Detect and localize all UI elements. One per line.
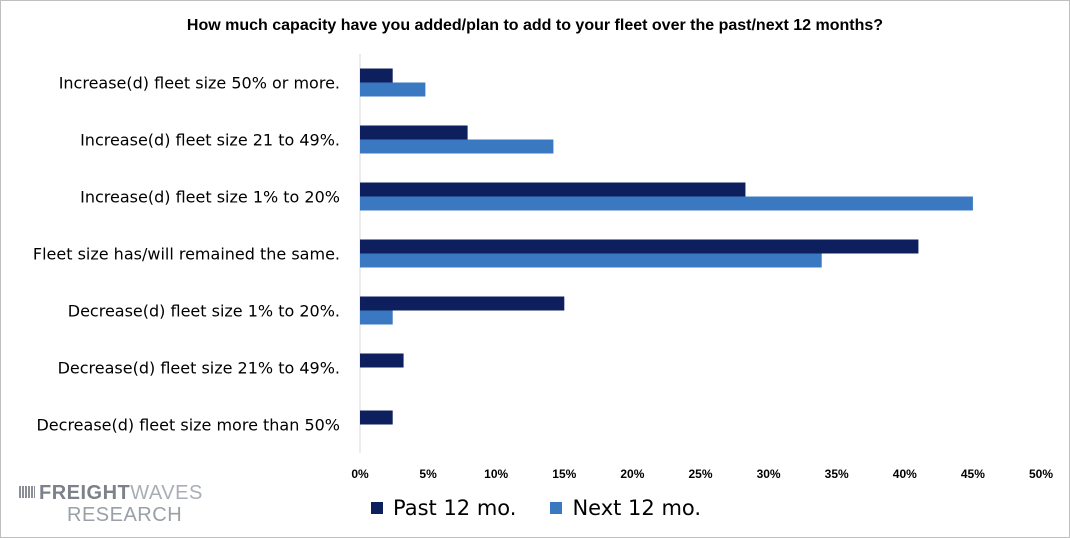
category-label: Decrease(d) fleet size 1% to 20%. [68,302,340,321]
bar-past [360,239,919,254]
bar-next [360,310,393,325]
logo-word-waves: WAVES [130,482,203,504]
category-label: Increase(d) fleet size 50% or more. [59,74,340,93]
x-tick-label: 30% [757,467,781,481]
bar-past [360,410,393,425]
category-label: Increase(d) fleet size 1% to 20% [80,188,340,207]
x-tick-label: 10% [484,467,508,481]
bar-past [360,125,468,140]
legend-swatch-next [550,502,563,514]
freightwaves-research-logo: FREIGHTWAVES RESEARCH [19,482,259,528]
category-label: Decrease(d) fleet size more than 50% [36,416,340,435]
x-tick-label: 0% [351,467,369,481]
category-label: Fleet size has/will remained the same. [33,245,340,264]
bar-next [360,253,822,268]
x-tick-label: 35% [825,467,849,481]
bar-past [360,296,565,311]
category-label: Decrease(d) fleet size 21% to 49%. [58,359,340,378]
logo-word-research: RESEARCH [67,504,183,526]
logo-word-freight: FREIGHT [39,482,131,504]
bar-next [360,196,973,211]
legend-swatch-past [371,502,383,514]
category-label: Increase(d) fleet size 21 to 49%. [80,131,340,150]
x-tick-label: 40% [893,467,917,481]
logo-mark-icon [19,486,35,498]
legend-item-past: Past 12 mo. [371,496,516,520]
bar-next [360,139,554,154]
bar-past [360,68,393,83]
legend-item-next: Next 12 mo. [550,496,701,520]
x-tick-label: 15% [552,467,576,481]
bar-past [360,182,746,197]
x-tick-label: 50% [1029,467,1053,481]
legend-label-next: Next 12 mo. [572,496,702,520]
x-tick-label: 20% [620,467,644,481]
legend-label-past: Past 12 mo. [393,496,517,520]
logo-wordmark: FREIGHTWAVES [39,482,203,505]
bar-past [360,353,404,368]
chart-legend: Past 12 mo. Next 12 mo. [371,496,735,520]
x-tick-label: 5% [419,467,437,481]
chart-title: How much capacity have you added/plan to… [186,17,884,34]
x-tick-label: 45% [961,467,985,481]
x-tick-label: 25% [688,467,712,481]
bar-next [360,82,426,97]
